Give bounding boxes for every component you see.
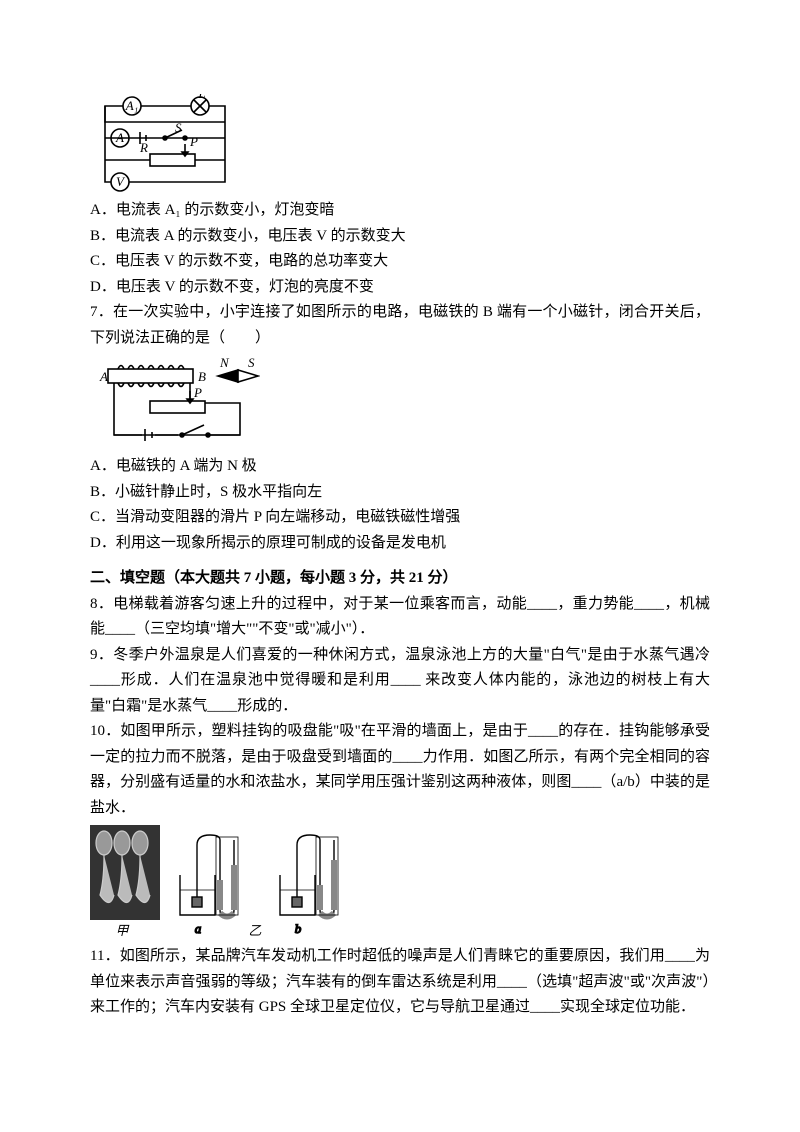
q11-text: 11．如图所示，某品牌汽车发动机工作时超低的噪声是人们青睐它的重要原因，我们用_… — [90, 944, 710, 1021]
q7-stem: 7．在一次实验中，小宇连接了如图所示的电路，电磁铁的 B 端有一个小磁针，闭合开… — [90, 300, 710, 351]
q6-option-c: C．电压表 V 的示数不变，电路的总功率变大 — [90, 249, 710, 275]
q6-circuit-diagram: A₁ L A S R P V — [90, 94, 240, 194]
q7-electromagnet-diagram: A B N S P — [90, 355, 260, 450]
svg-text:S: S — [248, 355, 255, 370]
q7-option-c: C．当滑动变阻器的滑片 P 向左端移动，电磁铁磁性增强 — [90, 505, 710, 531]
svg-text:L: L — [197, 94, 205, 101]
q9-text: 9．冬季户外温泉是人们喜爱的一种休闲方式，温泉泳池上方的大量"白气"是由于水蒸气… — [90, 643, 710, 720]
svg-text:B: B — [198, 369, 206, 384]
q6-option-d: D．电压表 V 的示数不变，灯泡的亮度不变 — [90, 275, 710, 301]
svg-text:a: a — [195, 921, 202, 936]
q6-option-a: A．电流表 A₁ 的示数变小，灯泡变暗 — [90, 198, 710, 224]
svg-text:A: A — [115, 130, 124, 145]
svg-text:甲: 甲 — [115, 923, 129, 938]
q6-option-b: B．电流表 A 的示数变小，电压表 V 的示数变大 — [90, 224, 710, 250]
svg-text:b: b — [295, 921, 302, 936]
svg-text:P: P — [193, 385, 202, 400]
svg-text:N: N — [219, 355, 230, 370]
svg-text:S: S — [175, 120, 182, 135]
q10-text: 10．如图甲所示，塑料挂钩的吸盘能"吸"在平滑的墙面上，是由于____的存在．挂… — [90, 719, 710, 821]
svg-text:P: P — [189, 134, 198, 149]
q8-text: 8．电梯载着游客匀速上升的过程中，对于某一位乘客而言，动能____，重力势能__… — [90, 592, 710, 643]
q7-option-a: A．电磁铁的 A 端为 N 极 — [90, 454, 710, 480]
q10-figure: 甲 a 乙 b — [90, 825, 380, 940]
svg-text:乙: 乙 — [248, 923, 261, 938]
svg-text:A: A — [99, 369, 108, 384]
svg-text:A₁: A₁ — [125, 98, 138, 113]
svg-text:R: R — [139, 140, 148, 155]
q7-option-b: B．小磁针静止时，S 极水平指向左 — [90, 480, 710, 506]
section2-header: 二、填空题（本大题共 7 小题，每小题 3 分，共 21 分） — [90, 566, 710, 592]
q7-option-d: D．利用这一现象所揭示的原理可制成的设备是发电机 — [90, 531, 710, 557]
